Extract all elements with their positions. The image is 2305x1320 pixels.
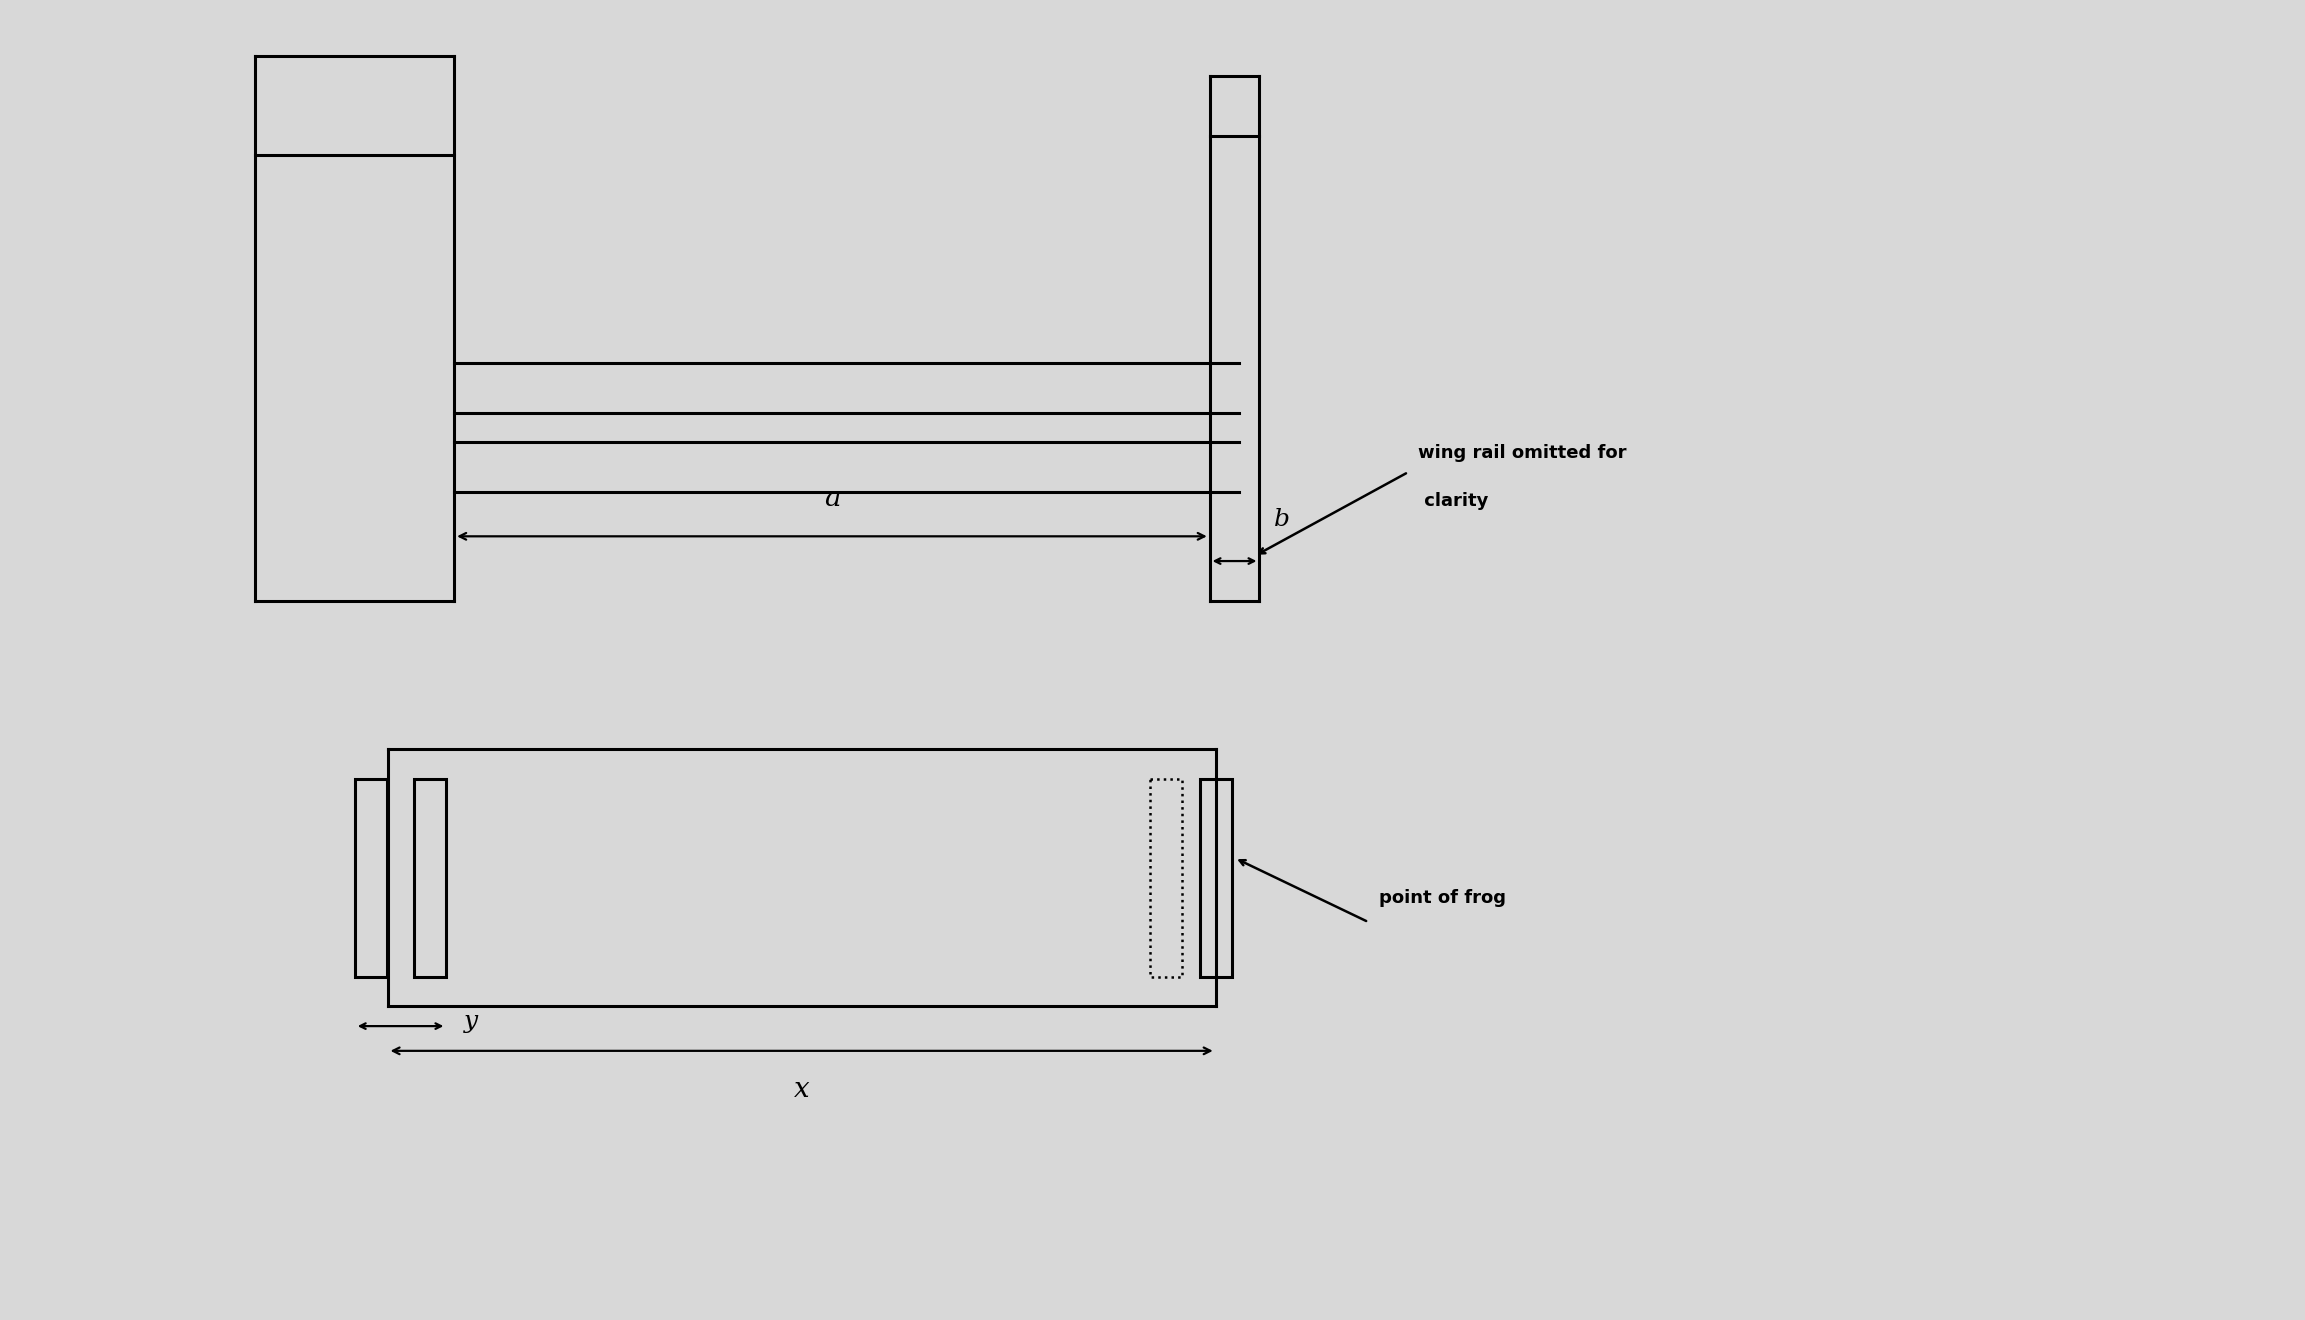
Text: clarity: clarity: [1418, 491, 1489, 510]
Text: y: y: [463, 1010, 479, 1032]
Text: x: x: [795, 1076, 809, 1102]
Bar: [415, 779, 447, 977]
Bar: [1150, 779, 1182, 977]
Text: a: a: [823, 484, 841, 512]
Bar: [1199, 779, 1231, 977]
Bar: [355, 779, 387, 977]
Text: b: b: [1275, 508, 1291, 532]
Text: wing rail omitted for: wing rail omitted for: [1418, 444, 1627, 462]
Text: point of frog: point of frog: [1378, 890, 1505, 907]
